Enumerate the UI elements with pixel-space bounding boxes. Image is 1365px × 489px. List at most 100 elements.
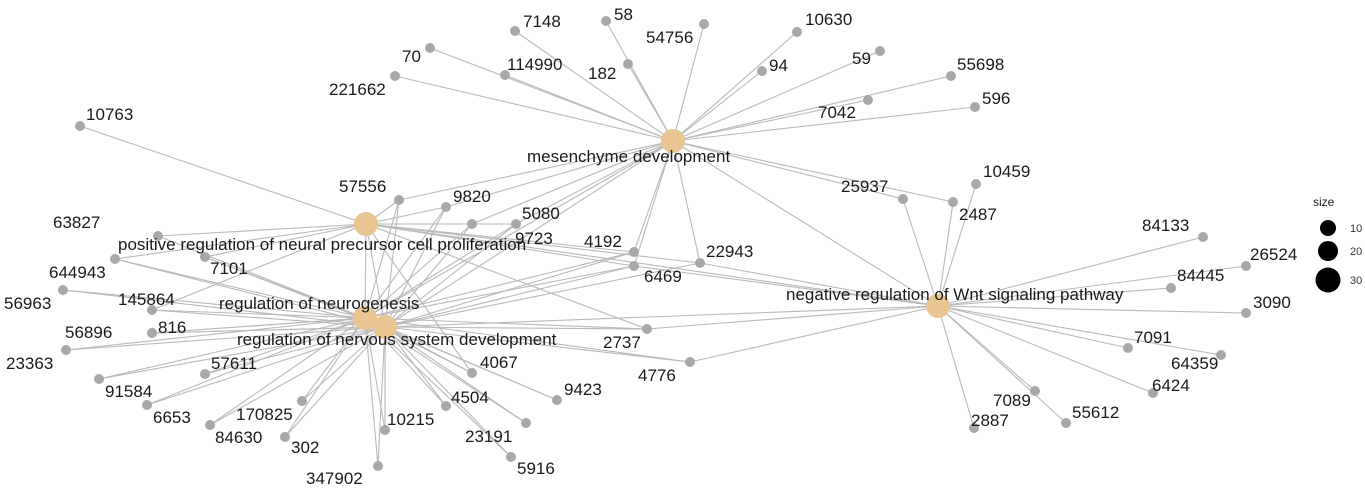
legend-title: size bbox=[1313, 195, 1335, 209]
gene-5916-label: 5916 bbox=[517, 459, 555, 478]
gene-9423-label: 9423 bbox=[564, 380, 602, 399]
edge-nervous-2737 bbox=[384, 326, 648, 330]
edge-wnt-3090 bbox=[937, 305, 1247, 314]
gene-63827-label: 63827 bbox=[53, 213, 100, 232]
gene-94-node bbox=[757, 66, 767, 76]
edge-neurogenesis-63827 bbox=[157, 235, 366, 319]
gene-26524-node bbox=[1241, 261, 1251, 271]
gene-7101-label: 7101 bbox=[210, 259, 248, 278]
gene-57556-label: 57556 bbox=[339, 177, 386, 196]
edge-nervous-170825 bbox=[301, 326, 386, 402]
edge-nervous-6653 bbox=[146, 326, 386, 406]
gene-4776-label: 4776 bbox=[638, 366, 676, 385]
edge-mesenchyme-9820 bbox=[445, 140, 674, 208]
size-legend: size 10 20 30 bbox=[1313, 195, 1362, 293]
edge-neurogenesis-5916 bbox=[364, 317, 512, 458]
gene-2487-label: 2487 bbox=[959, 205, 997, 224]
gene-10630-node bbox=[792, 27, 802, 37]
gene-3090-label: 3090 bbox=[1253, 293, 1291, 312]
edge-wnt-2487 bbox=[937, 201, 954, 307]
gene-64359-node bbox=[1216, 350, 1226, 360]
gene-7042-label: 7042 bbox=[818, 103, 856, 122]
edge-nervous-347902 bbox=[377, 326, 386, 467]
edge-mesenchyme-182 bbox=[627, 63, 674, 142]
gene-6424-label: 6424 bbox=[1152, 376, 1190, 395]
gene-7091-node bbox=[1123, 343, 1133, 353]
edge-neurogenesis-23363 bbox=[65, 317, 366, 351]
gene-55612-label: 55612 bbox=[1072, 403, 1119, 422]
gene-9423-node bbox=[552, 395, 562, 405]
edge-nervous-4192 bbox=[384, 251, 635, 328]
edge-mesenchyme-9723 bbox=[471, 140, 674, 225]
edge-mesenchyme-7148 bbox=[514, 30, 674, 142]
gene-170825-label: 170825 bbox=[236, 405, 293, 424]
edge-neuralprec-wnt bbox=[365, 223, 939, 307]
gene-26524-label: 26524 bbox=[1250, 245, 1297, 264]
legend-size-circle bbox=[1320, 220, 1336, 236]
gene-114990-label: 114990 bbox=[507, 55, 562, 74]
gene-4504-node bbox=[441, 401, 451, 411]
gene-6424-node bbox=[1148, 388, 1158, 398]
edge-neurogenesis-644943 bbox=[114, 258, 366, 319]
gene-4067-node bbox=[467, 368, 477, 378]
edge-neuralprec-2737 bbox=[365, 223, 648, 330]
edge-nervous-23191 bbox=[384, 326, 527, 424]
edge-mesenchyme-6469 bbox=[633, 140, 674, 267]
edge-mesenchyme-55698 bbox=[672, 75, 952, 142]
gene-4504-label: 4504 bbox=[451, 388, 489, 407]
edge-mesenchyme-221662 bbox=[394, 75, 674, 142]
edge-wnt-2887 bbox=[937, 305, 975, 429]
edge-wnt-4776 bbox=[689, 305, 939, 363]
edge-mesenchyme-25937 bbox=[672, 140, 904, 200]
gene-59-node bbox=[875, 46, 885, 56]
edge-wnt-6424 bbox=[937, 305, 1154, 394]
legend-size-label: 10 bbox=[1350, 223, 1362, 235]
gene-221662-node bbox=[390, 71, 400, 81]
gene-25937-label: 25937 bbox=[841, 177, 888, 196]
gene-816-label: 816 bbox=[158, 318, 186, 337]
edge-wnt-25937 bbox=[902, 198, 939, 307]
gene-10630-label: 10630 bbox=[805, 10, 852, 29]
gene-7089-node bbox=[1030, 386, 1040, 396]
gene-84445-node bbox=[1166, 283, 1176, 293]
edge-nervous-4504 bbox=[384, 326, 447, 407]
gene-84630-label: 84630 bbox=[215, 428, 262, 447]
term-mesenchyme-node bbox=[661, 129, 685, 153]
gene-70-label: 70 bbox=[402, 47, 421, 66]
edge-mesenchyme-57556 bbox=[398, 140, 674, 201]
term-nervous-label: regulation of nervous system development bbox=[237, 330, 557, 349]
gene-55698-node bbox=[946, 71, 956, 81]
gene-57611-label: 57611 bbox=[211, 354, 257, 373]
gene-91584-node bbox=[94, 374, 104, 384]
gene-2737-node bbox=[642, 324, 652, 334]
legend-size-label: 30 bbox=[1350, 275, 1362, 287]
legend-size-label: 20 bbox=[1350, 246, 1362, 258]
gene-347902-node bbox=[373, 461, 383, 471]
edge-nervous-23363 bbox=[65, 326, 386, 351]
gene-56963-label: 56963 bbox=[4, 294, 51, 313]
gene-596-node bbox=[970, 102, 980, 112]
gene-84630-node bbox=[205, 420, 215, 430]
edge-neuralprec-10763 bbox=[79, 125, 367, 225]
gene-56963-node bbox=[58, 285, 68, 295]
legend-size-circle bbox=[1315, 267, 1341, 293]
gene-4776-node bbox=[685, 357, 695, 367]
edge-nervous-wnt bbox=[384, 305, 939, 328]
term-neuralprec-node bbox=[354, 212, 378, 236]
edge-neuralprec-nervous bbox=[365, 223, 386, 328]
edge-wnt-26524 bbox=[937, 265, 1247, 307]
edges-layer bbox=[62, 20, 1247, 467]
gene-6653-node bbox=[142, 400, 152, 410]
gene-23363-node bbox=[61, 345, 71, 355]
gene-84133-node bbox=[1198, 232, 1208, 242]
gene-170825-node bbox=[297, 396, 307, 406]
gene-5080-label: 5080 bbox=[522, 204, 560, 223]
nodes-layer bbox=[58, 16, 1251, 471]
gene-64359-label: 64359 bbox=[1171, 354, 1218, 373]
edge-neuralprec-4067 bbox=[365, 223, 473, 374]
edge-neurogenesis-9723 bbox=[364, 223, 473, 319]
gene-94-label: 94 bbox=[769, 56, 788, 75]
gene-10763-label: 10763 bbox=[86, 105, 133, 124]
gene-302-node bbox=[280, 432, 290, 442]
